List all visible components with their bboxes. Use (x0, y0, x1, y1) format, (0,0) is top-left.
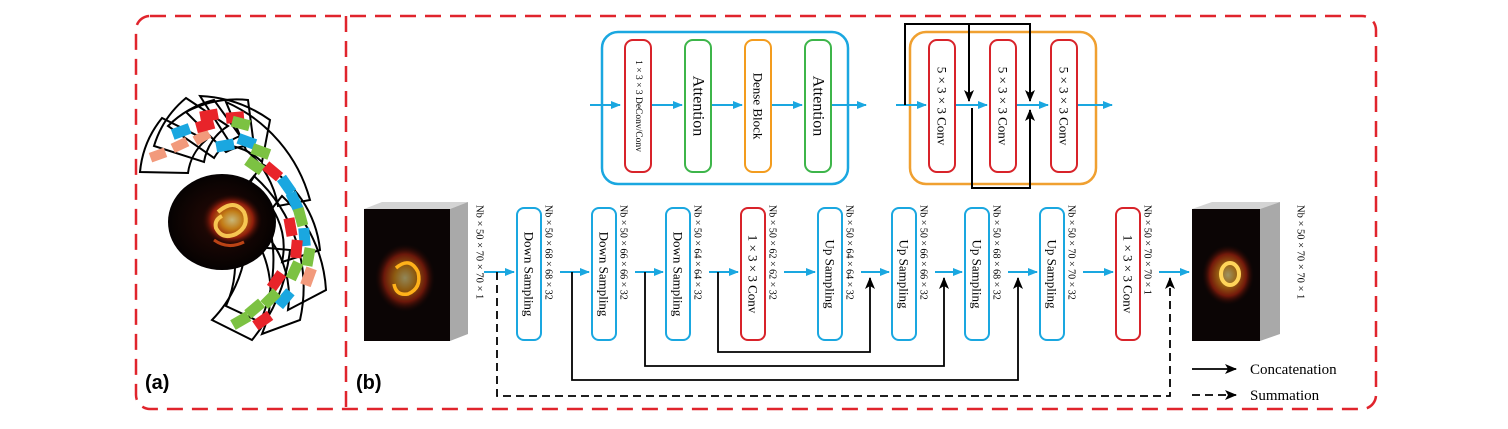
pipeline-block-3 (665, 207, 691, 341)
pipeline-block-1 (516, 207, 542, 341)
pipeline-block-label-2: Down Sampling (597, 232, 612, 317)
pipeline-block-8 (1039, 207, 1065, 341)
module-label-deconv: 1 × 3 × 3 DeConv/Conv (633, 60, 643, 152)
module-label-attention-1: Attention (690, 76, 707, 136)
pipeline-block-9 (1115, 207, 1141, 341)
pipeline-block-label-6: Up Sampling (897, 240, 912, 309)
input-volume (364, 202, 468, 341)
module-label-attention-2: Attention (810, 76, 827, 136)
pipeline-block-label-7: Up Sampling (970, 240, 985, 309)
pipeline-block-label-4: 1 × 3 × 3 Conv (746, 235, 761, 314)
pipeline-blocks: Down Sampling Down Sampling Down Samplin… (516, 205, 1153, 341)
conv-label-1: 5 × 3 × 3 Conv (935, 67, 950, 146)
pipeline-dim-label-9: Nb × 50 × 70 × 70 × 1 (1142, 205, 1153, 295)
attention-dense-module: 1 × 3 × 3 DeConv/Conv Attention Dense Bl… (590, 30, 867, 186)
pipeline-dim-label-7: Nb × 50 × 68 × 68 × 32 (991, 205, 1002, 300)
conv-label-3: 5 × 3 × 3 Conv (1057, 67, 1072, 146)
module-box-attention-1 (684, 39, 712, 173)
dense-conv-module: 5 × 3 × 3 Conv 5 × 3 × 3 Conv 5 × 3 × 3 … (896, 23, 1113, 189)
skip-connections (496, 272, 1175, 397)
pipeline-dim-label-6: Nb × 50 × 66 × 66 × 32 (918, 205, 929, 300)
conv-label-2: 5 × 3 × 3 Conv (996, 67, 1011, 146)
pipeline-block-label-8: Up Sampling (1045, 240, 1060, 309)
conv-box-3 (1050, 39, 1078, 173)
output-volume (1192, 202, 1280, 341)
pipeline-block-7 (964, 207, 990, 341)
pipeline-dim-label-4: Nb × 50 × 62 × 62 × 32 (767, 205, 778, 300)
legend-summation-label: Summation (1250, 388, 1320, 404)
panel-label-a: (a) (145, 372, 169, 394)
module-label-dense-block: Dense Block (751, 73, 766, 140)
pipeline-block-5 (817, 207, 843, 341)
pipeline-dim-label-2: Nb × 50 × 66 × 66 × 32 (618, 205, 629, 300)
pipeline-block-2 (591, 207, 617, 341)
pipeline-dim-label-1: Nb × 50 × 68 × 68 × 32 (543, 205, 554, 300)
pipeline-block-4 (740, 207, 766, 341)
heart-slice-image-a (168, 174, 276, 270)
legend-concatenation-label: Concatenation (1250, 362, 1337, 378)
conv-box-2 (989, 39, 1017, 173)
module-box-dense-block (744, 39, 772, 173)
pipeline-dim-label-8: Nb × 50 × 70 × 70 × 32 (1066, 205, 1077, 300)
pipeline-dim-label-5: Nb × 50 × 64 × 64 × 32 (844, 205, 855, 300)
outer-dashed-frame (134, 14, 1378, 411)
pipeline-block-label-1: Down Sampling (522, 232, 537, 317)
module-box-deconv (624, 39, 652, 173)
legend: Concatenation Summation (1192, 362, 1337, 404)
input-dim-label: Nb × 50 × 70 × 70 × 1 (474, 205, 485, 299)
output-dim-label: Nb × 50 × 70 × 70 × 1 (1295, 205, 1306, 299)
pipeline-dim-label-3: Nb × 50 × 64 × 64 × 32 (692, 205, 703, 300)
pipeline-block-label-3: Down Sampling (671, 232, 686, 317)
pipeline-block-label-5: Up Sampling (823, 240, 838, 309)
pipeline-block-6 (891, 207, 917, 341)
pipeline-block-label-9: 1 × 3 × 3 Conv (1121, 235, 1136, 314)
module-box-attention-2 (804, 39, 832, 173)
conv-box-1 (928, 39, 956, 173)
panel-label-b: (b) (356, 372, 382, 394)
